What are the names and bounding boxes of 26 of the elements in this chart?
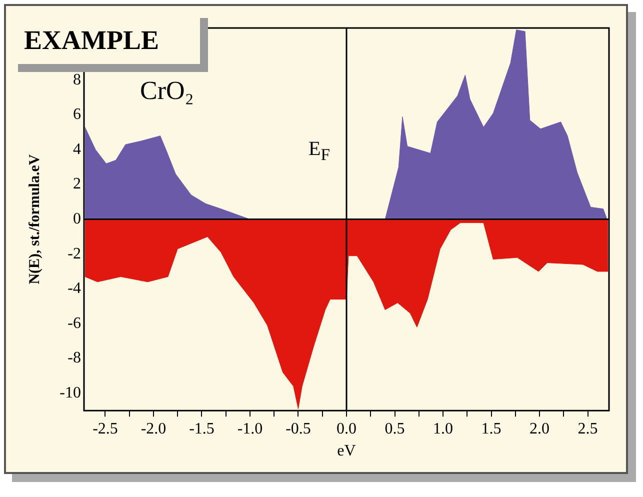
x-tick-label: 0.0 [336,420,356,438]
x-tick-label: 0.5 [384,420,405,438]
x-tick-label: 1.0 [433,420,454,438]
x-tick-label: -0.5 [286,420,311,438]
y-tick-label: -2 [68,245,81,262]
x-tick-label: 2.0 [530,420,550,438]
y-tick-label: 4 [73,140,81,158]
x-tick-label: -2.5 [92,420,118,438]
y-tick-label: -6 [68,314,81,332]
y-tick-label: 2 [73,176,81,193]
x-tick-label: -2.0 [140,420,166,438]
ref-line-label: E$_{F}$ [308,138,330,165]
x-axis-title: eV [337,442,356,460]
x-tick-label: 2.5 [578,420,598,438]
y-tick-label: -8 [68,350,81,367]
y-tick-label: 8 [73,71,81,88]
annotation: CrO₂ [140,76,194,106]
x-tick-label: -1.0 [237,420,263,438]
y-tick-label: 6 [73,106,81,124]
y-tick-label: -10 [60,384,81,402]
y-axis-title: N(E), st./formula.eV [26,154,43,284]
x-tick-label: 1.5 [481,420,502,438]
chart-title: EXAMPLE [18,18,208,72]
y-tick-label: 0 [73,210,81,228]
y-tick-label: -4 [68,280,81,298]
x-tick-label: -1.5 [189,420,214,438]
